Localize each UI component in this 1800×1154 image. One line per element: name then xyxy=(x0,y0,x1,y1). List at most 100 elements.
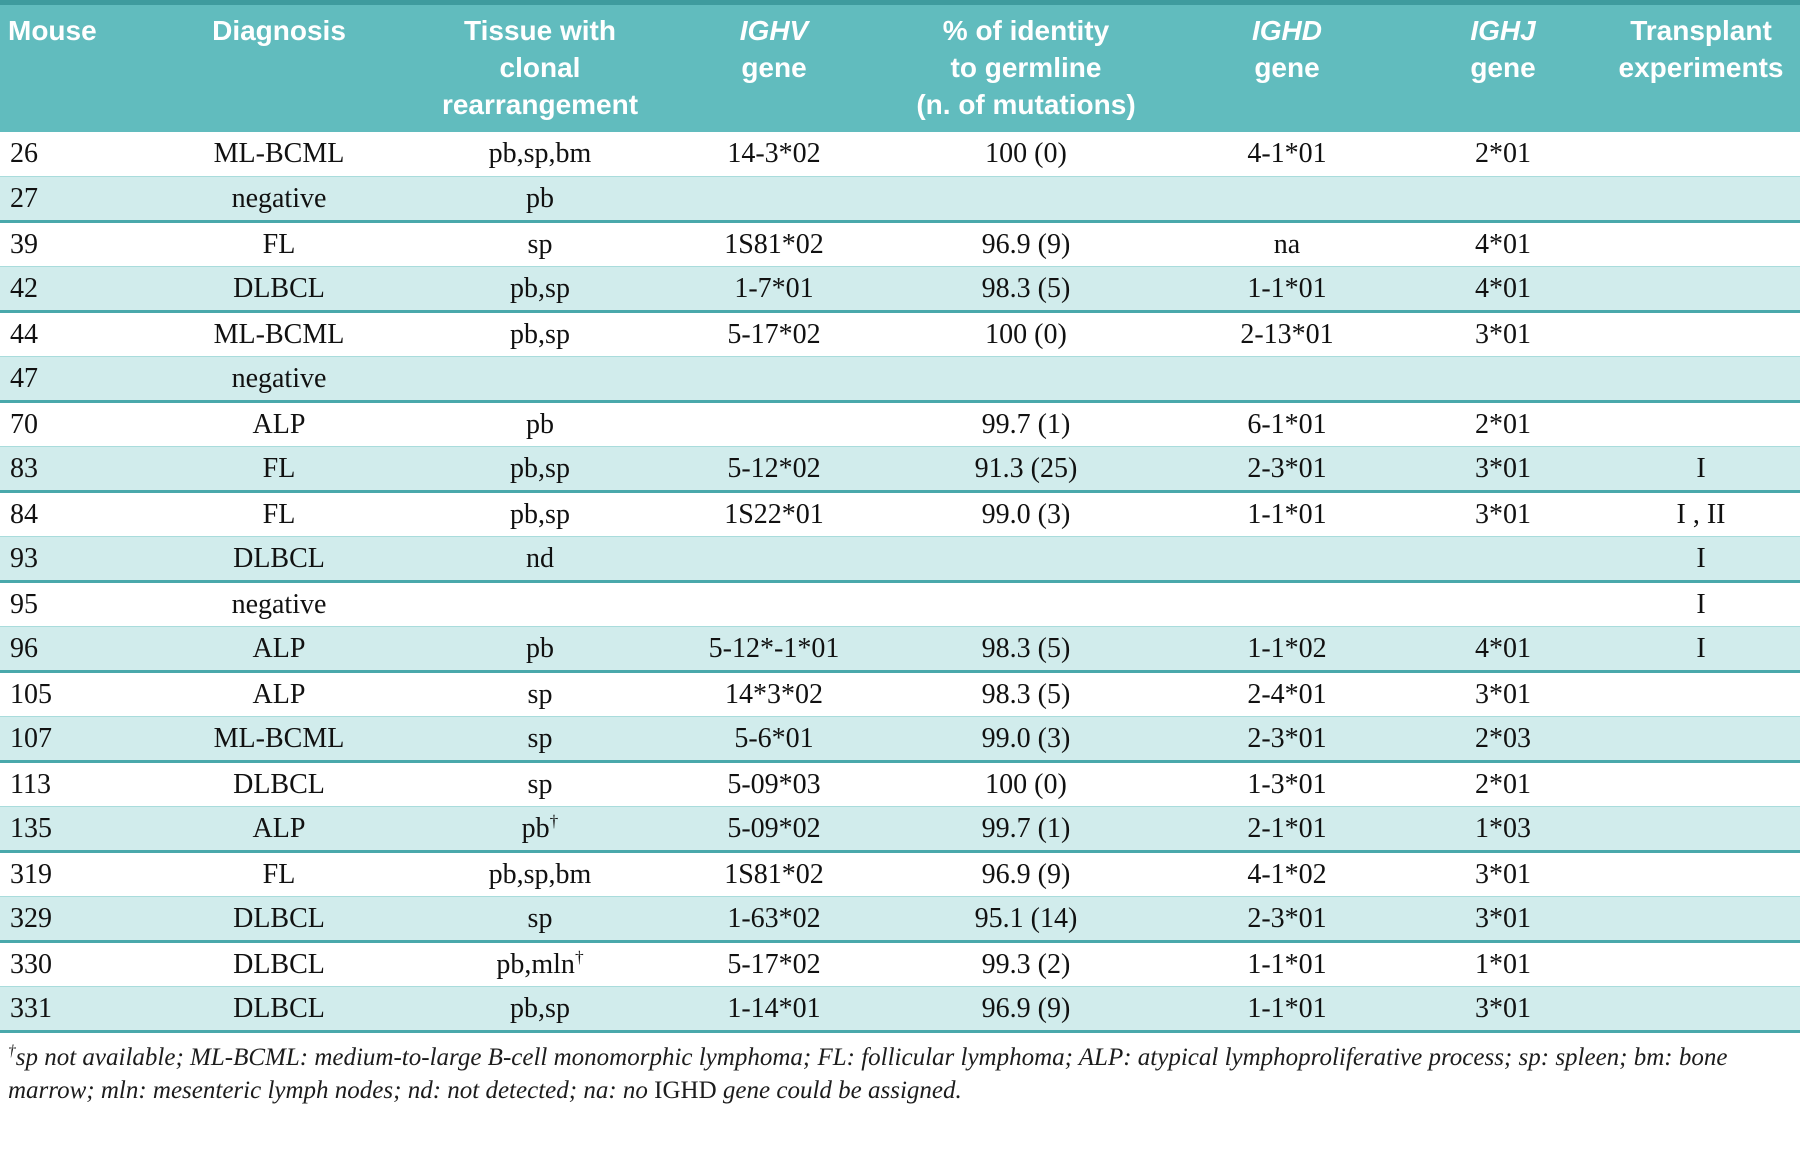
cell-diagnosis: FL xyxy=(144,851,414,897)
cell-ighj-gene: 2*03 xyxy=(1404,716,1602,764)
cell-ighv-gene: 1-63*02 xyxy=(666,896,882,944)
cell-ighv-gene xyxy=(666,581,882,627)
cell-ighj-gene: 3*01 xyxy=(1404,851,1602,897)
table-row-mouse-39: 39 FL sp 1S81*02 96.9 (9) na 4*01 xyxy=(0,221,1800,267)
cell-diagnosis: DLBCL xyxy=(144,896,414,944)
cell-ighv-gene xyxy=(666,356,882,404)
table-row-mouse-44: 44 ML-BCML pb,sp 5-17*02 100 (0) 2-13*01 3*01 xyxy=(0,311,1800,357)
cell-identity: 98.3 (5) xyxy=(882,626,1170,674)
cell-ighv-gene: 5-09*03 xyxy=(666,761,882,807)
cell-ighd-gene: 2-13*01 xyxy=(1170,311,1404,357)
cell-diagnosis: FL xyxy=(144,446,414,494)
cell-mouse: 96 xyxy=(0,626,144,674)
cell-tissue: sp xyxy=(414,221,666,267)
cell-mouse: 39 xyxy=(0,221,144,267)
cell-mouse: 42 xyxy=(0,266,144,314)
cell-identity xyxy=(882,356,1170,404)
cell-diagnosis: ML-BCML xyxy=(144,131,414,177)
column-header-mouse-line: Mouse xyxy=(8,15,97,46)
cell-mouse: 105 xyxy=(0,671,144,717)
table-row-mouse-70: 70 ALP pb 99.7 (1) 6-1*01 2*01 xyxy=(0,401,1800,447)
table-row-mouse-135: 135 ALP pb† 5-09*02 99.7 (1) 2-1*01 1*03 xyxy=(0,806,1800,854)
cell-mouse: 26 xyxy=(0,131,144,177)
column-header-ighd-gene: IGHD gene xyxy=(1170,2,1404,132)
cell-identity: 99.0 (3) xyxy=(882,491,1170,537)
cell-mouse: 113 xyxy=(0,761,144,807)
cell-ighj-gene xyxy=(1404,176,1602,224)
cell-ighd-gene xyxy=(1170,536,1404,584)
cell-transplant: I , II xyxy=(1602,491,1800,537)
cell-ighv-gene: 5-17*02 xyxy=(666,311,882,357)
cell-diagnosis: negative xyxy=(144,176,414,224)
cell-identity xyxy=(882,536,1170,584)
cell-ighd-gene xyxy=(1170,581,1404,627)
footnote: †sp not available; ML-BCML: medium-to-la… xyxy=(0,1033,1790,1107)
column-header-transplant-line: experiments xyxy=(1618,51,1784,83)
cell-ighv-gene: 14*3*02 xyxy=(666,671,882,717)
cell-ighj-gene: 4*01 xyxy=(1404,221,1602,267)
column-header-ighj-gene-line: gene xyxy=(1470,51,1536,83)
cell-diagnosis: ML-BCML xyxy=(144,311,414,357)
cell-ighd-gene: 1-1*01 xyxy=(1170,491,1404,537)
cell-ighd-gene: 2-3*01 xyxy=(1170,896,1404,944)
cell-tissue: pb xyxy=(414,176,666,224)
table-header: Mouse Diagnosis Tissue with clonal rearrang… xyxy=(0,2,1800,132)
cell-transplant: I xyxy=(1602,581,1800,627)
cell-transplant xyxy=(1602,716,1800,764)
cell-ighj-gene: 3*01 xyxy=(1404,491,1602,537)
cell-ighv-gene xyxy=(666,401,882,447)
cell-diagnosis: ALP xyxy=(144,401,414,447)
cell-mouse: 44 xyxy=(0,311,144,357)
cell-ighv-gene: 14-3*02 xyxy=(666,131,882,177)
column-header-tissue-line: clonal rearrangement xyxy=(441,51,639,120)
footnote-text-segment: IGHD xyxy=(654,1077,717,1105)
cell-ighv-gene xyxy=(666,176,882,224)
cell-transplant xyxy=(1602,941,1800,987)
table-row-mouse-83: 83 FL pb,sp 5-12*02 91.3 (25) 2-3*01 3*01 I xyxy=(0,446,1800,494)
cell-ighd-gene xyxy=(1170,176,1404,224)
cell-transplant xyxy=(1602,851,1800,897)
cell-tissue: pb,mln† xyxy=(414,941,666,987)
column-header-identity-line: % of identity xyxy=(942,15,1110,46)
cell-identity: 99.3 (2) xyxy=(882,941,1170,987)
column-header-ighv-gene: IGHV gene xyxy=(666,2,882,132)
cell-transplant xyxy=(1602,671,1800,717)
column-header-identity-line: to germline xyxy=(950,51,1102,83)
header-row: Mouse Diagnosis Tissue with clonal rearrang… xyxy=(0,2,1800,132)
cell-ighj-gene: 4*01 xyxy=(1404,266,1602,314)
column-header-ighd-gene-line: gene xyxy=(1254,51,1320,83)
cell-identity: 99.0 (3) xyxy=(882,716,1170,764)
cell-tissue: pb xyxy=(414,626,666,674)
cell-ighd-gene: 6-1*01 xyxy=(1170,401,1404,447)
cell-mouse: 83 xyxy=(0,446,144,494)
cell-transplant xyxy=(1602,221,1800,267)
cell-ighv-gene: 1-14*01 xyxy=(666,986,882,1034)
dagger-footnote-marker: † xyxy=(574,947,584,967)
cell-ighv-gene xyxy=(666,536,882,584)
cell-transplant xyxy=(1602,761,1800,807)
results-table: Mouse Diagnosis Tissue with clonal rearrang… xyxy=(0,0,1800,1034)
cell-ighd-gene: 2-4*01 xyxy=(1170,671,1404,717)
cell-ighj-gene xyxy=(1404,536,1602,584)
cell-transplant xyxy=(1602,896,1800,944)
footnote-text-segment: gene could be assigned. xyxy=(716,1077,962,1105)
table-row-mouse-113: 113 DLBCL sp 5-09*03 100 (0) 1-3*01 2*01 xyxy=(0,761,1800,807)
table-row-mouse-95: 95 negative I xyxy=(0,581,1800,627)
cell-ighd-gene: 2-3*01 xyxy=(1170,716,1404,764)
cell-diagnosis: DLBCL xyxy=(144,941,414,987)
cell-diagnosis: DLBCL xyxy=(144,986,414,1034)
cell-ighv-gene: 5-09*02 xyxy=(666,806,882,854)
table-row-mouse-27: 27 negative pb xyxy=(0,176,1800,224)
table-row-mouse-331: 331 DLBCL pb,sp 1-14*01 96.9 (9) 1-1*01 3*01 xyxy=(0,986,1800,1034)
cell-diagnosis: ML-BCML xyxy=(144,716,414,764)
cell-transplant: I xyxy=(1602,626,1800,674)
cell-transplant: I xyxy=(1602,446,1800,494)
cell-diagnosis: ALP xyxy=(144,626,414,674)
cell-ighj-gene: 3*01 xyxy=(1404,311,1602,357)
cell-ighd-gene: 1-3*01 xyxy=(1170,761,1404,807)
column-header-identity-line: (n. of mutations) xyxy=(916,88,1136,120)
cell-ighd-gene: 1-1*01 xyxy=(1170,266,1404,314)
cell-tissue: pb,sp,bm xyxy=(414,851,666,897)
cell-transplant xyxy=(1602,311,1800,357)
table-row-mouse-26: 26 ML-BCML pb,sp,bm 14-3*02 100 (0) 4-1*01 2*0… xyxy=(0,131,1800,177)
